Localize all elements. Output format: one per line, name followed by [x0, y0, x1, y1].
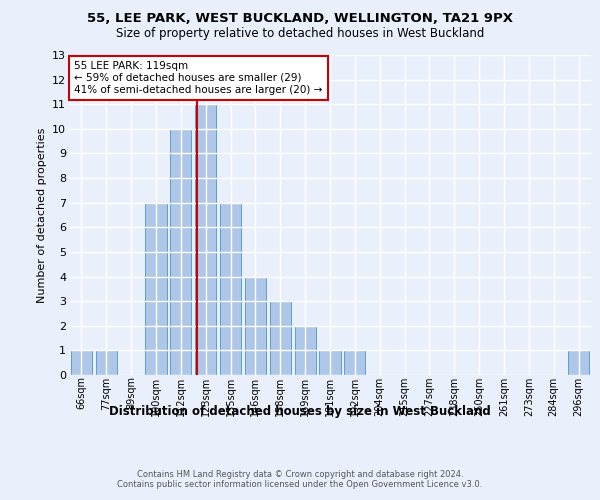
Text: 55 LEE PARK: 119sqm
← 59% of detached houses are smaller (29)
41% of semi-detach: 55 LEE PARK: 119sqm ← 59% of detached ho…	[74, 62, 323, 94]
Text: Size of property relative to detached houses in West Buckland: Size of property relative to detached ho…	[116, 28, 484, 40]
Bar	[220, 202, 241, 375]
Bar	[295, 326, 316, 375]
Bar	[568, 350, 589, 375]
Bar	[195, 104, 216, 375]
Text: Distribution of detached houses by size in West Buckland: Distribution of detached houses by size …	[109, 405, 491, 418]
Bar	[319, 350, 341, 375]
Text: Contains HM Land Registry data © Crown copyright and database right 2024.: Contains HM Land Registry data © Crown c…	[137, 470, 463, 479]
Bar	[145, 202, 167, 375]
Bar	[170, 129, 191, 375]
Bar	[96, 350, 117, 375]
Bar	[245, 276, 266, 375]
Text: 55, LEE PARK, WEST BUCKLAND, WELLINGTON, TA21 9PX: 55, LEE PARK, WEST BUCKLAND, WELLINGTON,…	[87, 12, 513, 26]
Bar	[270, 301, 291, 375]
Text: Contains public sector information licensed under the Open Government Licence v3: Contains public sector information licen…	[118, 480, 482, 489]
Bar	[344, 350, 365, 375]
Y-axis label: Number of detached properties: Number of detached properties	[37, 128, 47, 302]
Bar	[71, 350, 92, 375]
